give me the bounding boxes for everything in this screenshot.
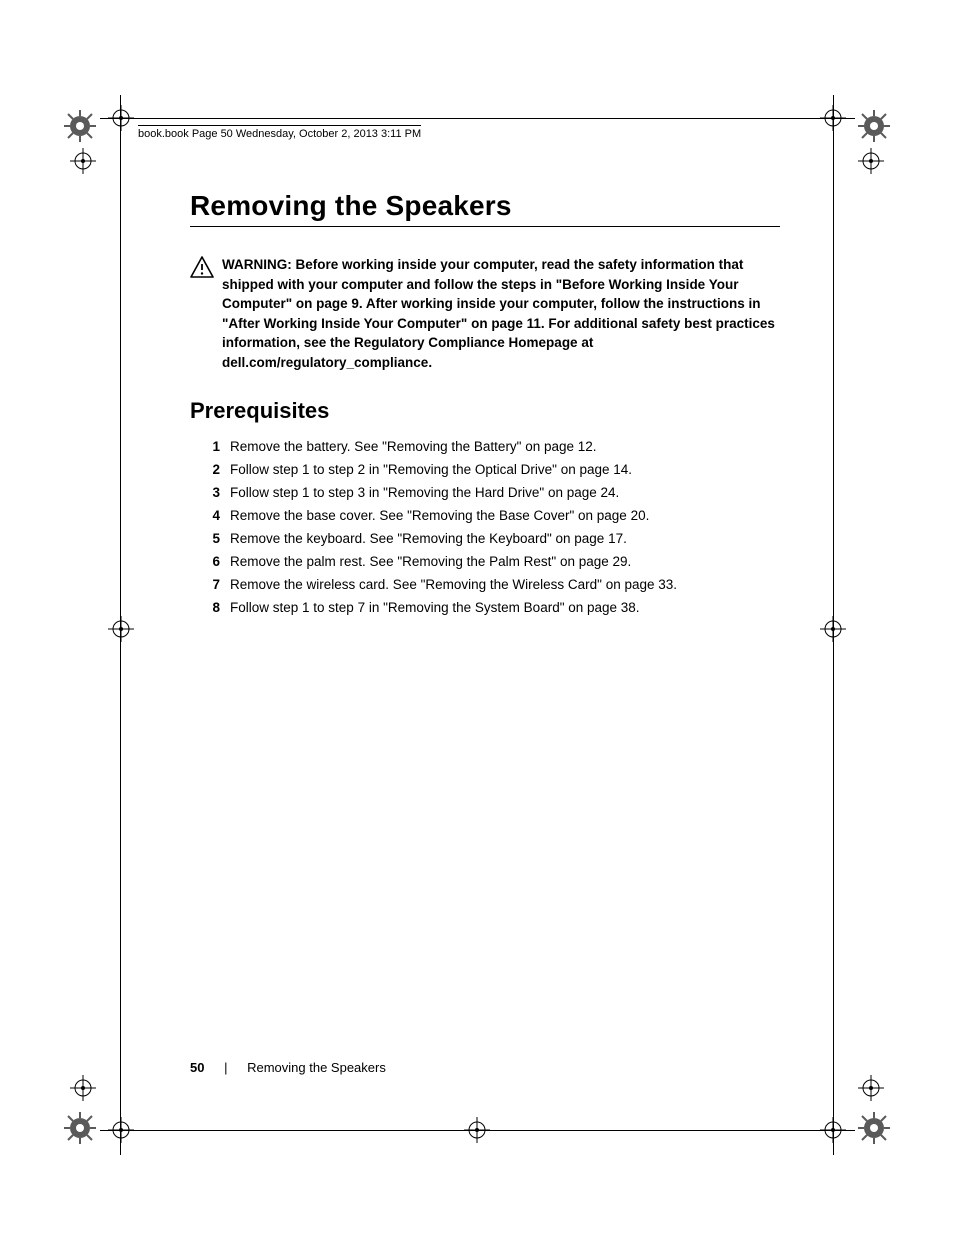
list-item: Remove the palm rest. See "Removing the … bbox=[190, 551, 780, 574]
list-item: Remove the battery. See "Removing the Ba… bbox=[190, 436, 780, 459]
footer-section-name: Removing the Speakers bbox=[247, 1060, 386, 1075]
prerequisites-list: Remove the battery. See "Removing the Ba… bbox=[190, 436, 780, 620]
title-divider bbox=[190, 226, 780, 227]
registration-mark-icon bbox=[108, 105, 134, 131]
page-number: 50 bbox=[190, 1060, 204, 1075]
page-title: Removing the Speakers bbox=[190, 190, 780, 222]
list-item: Remove the base cover. See "Removing the… bbox=[190, 505, 780, 528]
registration-mark-icon bbox=[820, 105, 846, 131]
page-footer: 50 | Removing the Speakers bbox=[190, 1060, 386, 1075]
registration-mark-icon bbox=[820, 1117, 846, 1143]
registration-mark-icon bbox=[858, 1075, 884, 1101]
gear-icon bbox=[858, 1112, 890, 1144]
registration-mark-icon bbox=[464, 1117, 490, 1143]
warning-triangle-icon bbox=[190, 256, 214, 283]
running-head: book.book Page 50 Wednesday, October 2, … bbox=[138, 125, 421, 140]
registration-mark-icon bbox=[70, 1075, 96, 1101]
warning-text: WARNING: Before working inside your comp… bbox=[222, 255, 780, 372]
warning-label: WARNING: bbox=[222, 257, 296, 272]
section-title-prerequisites: Prerequisites bbox=[190, 398, 780, 424]
registration-mark-icon bbox=[820, 616, 846, 642]
list-item: Follow step 1 to step 3 in "Removing the… bbox=[190, 482, 780, 505]
gear-icon bbox=[64, 110, 96, 142]
registration-mark-icon bbox=[858, 148, 884, 174]
warning-block: WARNING: Before working inside your comp… bbox=[190, 255, 780, 372]
list-item: Remove the wireless card. See "Removing … bbox=[190, 574, 780, 597]
page: book.book Page 50 Wednesday, October 2, … bbox=[0, 0, 954, 1235]
list-item: Follow step 1 to step 7 in "Removing the… bbox=[190, 597, 780, 620]
list-item: Remove the keyboard. See "Removing the K… bbox=[190, 528, 780, 551]
registration-mark-icon bbox=[108, 616, 134, 642]
registration-mark-icon bbox=[70, 148, 96, 174]
gear-icon bbox=[858, 110, 890, 142]
registration-mark-icon bbox=[108, 1117, 134, 1143]
footer-separator: | bbox=[224, 1060, 227, 1075]
list-item: Follow step 1 to step 2 in "Removing the… bbox=[190, 459, 780, 482]
warning-body: Before working inside your computer, rea… bbox=[222, 257, 775, 370]
crop-line-top bbox=[100, 118, 855, 119]
gear-icon bbox=[64, 1112, 96, 1144]
content-area: Removing the Speakers WARNING: Before wo… bbox=[190, 190, 780, 620]
